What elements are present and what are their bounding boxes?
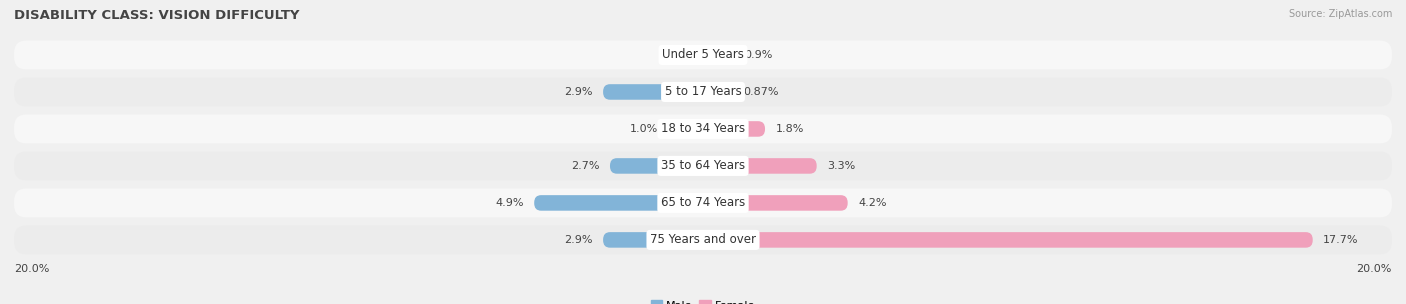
Text: 65 to 74 Years: 65 to 74 Years <box>661 196 745 209</box>
Text: Under 5 Years: Under 5 Years <box>662 48 744 61</box>
Text: 17.7%: 17.7% <box>1323 235 1358 245</box>
Text: 0.0%: 0.0% <box>665 50 693 60</box>
FancyBboxPatch shape <box>14 151 1392 180</box>
FancyBboxPatch shape <box>703 121 765 137</box>
Legend: Male, Female: Male, Female <box>647 296 759 304</box>
FancyBboxPatch shape <box>603 232 703 248</box>
FancyBboxPatch shape <box>703 47 734 63</box>
Text: 0.87%: 0.87% <box>744 87 779 97</box>
FancyBboxPatch shape <box>14 188 1392 217</box>
Text: 2.9%: 2.9% <box>564 87 593 97</box>
Text: Source: ZipAtlas.com: Source: ZipAtlas.com <box>1288 9 1392 19</box>
Text: 0.9%: 0.9% <box>744 50 773 60</box>
Text: 75 Years and over: 75 Years and over <box>650 233 756 247</box>
Text: 35 to 64 Years: 35 to 64 Years <box>661 159 745 172</box>
FancyBboxPatch shape <box>14 78 1392 106</box>
Text: 5 to 17 Years: 5 to 17 Years <box>665 85 741 98</box>
FancyBboxPatch shape <box>703 232 1313 248</box>
FancyBboxPatch shape <box>703 84 733 100</box>
FancyBboxPatch shape <box>14 40 1392 69</box>
Text: 20.0%: 20.0% <box>14 264 49 274</box>
FancyBboxPatch shape <box>703 158 817 174</box>
Text: 1.0%: 1.0% <box>630 124 658 134</box>
FancyBboxPatch shape <box>534 195 703 211</box>
Text: 4.2%: 4.2% <box>858 198 887 208</box>
FancyBboxPatch shape <box>603 84 703 100</box>
Text: 20.0%: 20.0% <box>1357 264 1392 274</box>
FancyBboxPatch shape <box>669 121 703 137</box>
FancyBboxPatch shape <box>703 195 848 211</box>
Text: 2.9%: 2.9% <box>564 235 593 245</box>
Text: DISABILITY CLASS: VISION DIFFICULTY: DISABILITY CLASS: VISION DIFFICULTY <box>14 9 299 22</box>
FancyBboxPatch shape <box>14 115 1392 143</box>
FancyBboxPatch shape <box>14 226 1392 254</box>
Text: 2.7%: 2.7% <box>571 161 599 171</box>
Text: 4.9%: 4.9% <box>495 198 524 208</box>
Text: 1.8%: 1.8% <box>775 124 804 134</box>
Text: 3.3%: 3.3% <box>827 161 855 171</box>
Text: 18 to 34 Years: 18 to 34 Years <box>661 123 745 136</box>
FancyBboxPatch shape <box>610 158 703 174</box>
